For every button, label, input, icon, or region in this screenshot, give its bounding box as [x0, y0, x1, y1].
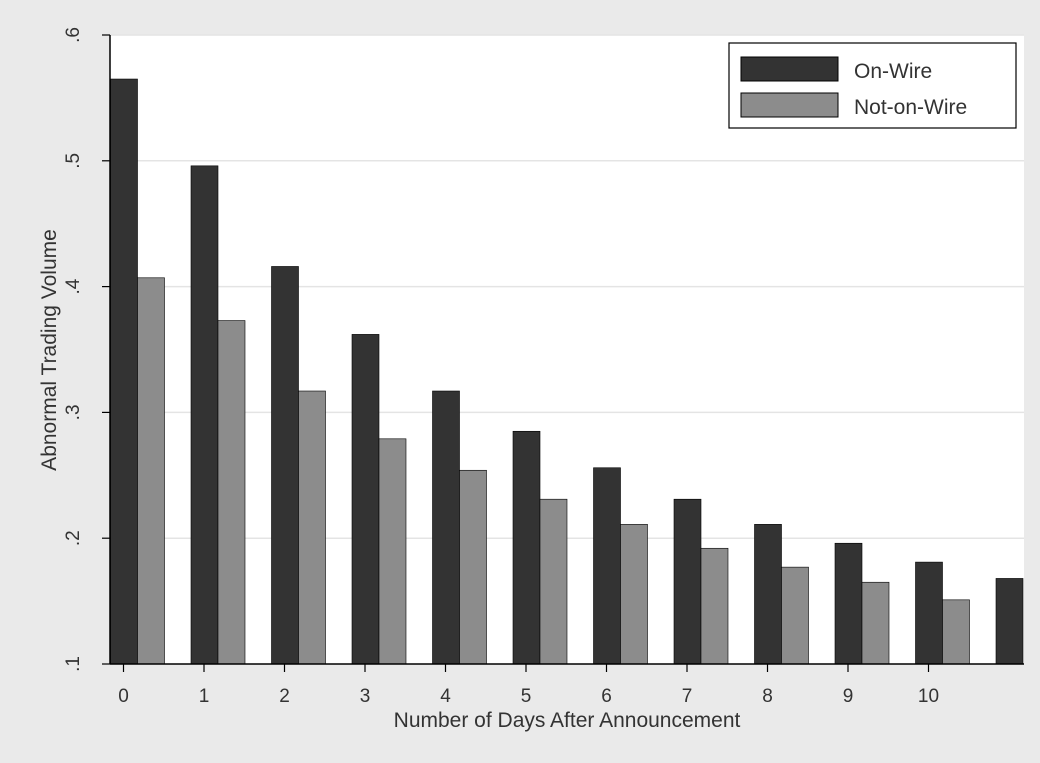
bar-not-on-wire [539, 498, 568, 665]
bar-on-wire [190, 165, 219, 665]
y-ticks: .1 .2 .3 .4 .5 .6 [63, 27, 110, 672]
x-tick-label: 2 [279, 686, 290, 707]
bar-on-wire [834, 542, 863, 665]
legend-label-not-on-wire: Not-on-Wire [854, 96, 967, 119]
bars [110, 78, 1024, 665]
bar-on-wire [673, 498, 702, 665]
bar-not-on-wire [620, 524, 648, 665]
x-tick-label: 7 [682, 686, 693, 707]
bar-on-wire [995, 578, 1024, 665]
x-tick-label: 5 [521, 686, 532, 707]
bar-on-wire [351, 334, 380, 665]
x-ticks: 0 1 2 3 4 5 6 7 8 9 10 [118, 664, 939, 707]
bar-not-on-wire [137, 277, 165, 665]
bar-not-on-wire [942, 599, 970, 665]
y-axis-label: Abnormal Trading Volume [38, 229, 61, 471]
bar-not-on-wire [217, 320, 246, 665]
legend-swatch-not-on-wire [740, 92, 839, 118]
bar-not-on-wire [700, 547, 729, 665]
bar-on-wire [754, 524, 782, 665]
bar-on-wire [915, 561, 943, 665]
y-tick-label: .3 [63, 404, 84, 420]
bar-not-on-wire [298, 390, 326, 665]
gridlines [110, 34, 1024, 539]
x-tick-label: 8 [762, 686, 773, 707]
y-tick-label: .6 [63, 27, 84, 43]
legend-label-on-wire: On-Wire [854, 60, 932, 83]
bar-on-wire [512, 430, 541, 665]
bar-on-wire [432, 390, 460, 665]
y-tick-label: .2 [63, 530, 84, 546]
bar-not-on-wire [781, 566, 809, 665]
legend: On-Wire Not-on-Wire [728, 42, 1017, 129]
x-tick-label: 0 [118, 686, 129, 707]
x-tick-label: 9 [843, 686, 854, 707]
x-tick-label: 6 [601, 686, 612, 707]
bar-on-wire [271, 266, 299, 665]
y-tick-label: .1 [63, 656, 84, 672]
x-tick-label: 10 [918, 686, 939, 707]
x-tick-label: 1 [199, 686, 210, 707]
x-axis-label: Number of Days After Announcement [394, 709, 741, 732]
bar-on-wire [110, 78, 138, 665]
y-tick-label: .5 [63, 153, 84, 169]
bar-not-on-wire [861, 581, 890, 665]
x-tick-label: 4 [440, 686, 451, 707]
legend-swatch-on-wire [740, 56, 839, 82]
bar-on-wire [593, 467, 621, 665]
x-tick-label: 3 [360, 686, 371, 707]
y-tick-label: .4 [63, 278, 84, 294]
bar-not-on-wire [378, 438, 407, 665]
bar-not-on-wire [459, 469, 487, 665]
